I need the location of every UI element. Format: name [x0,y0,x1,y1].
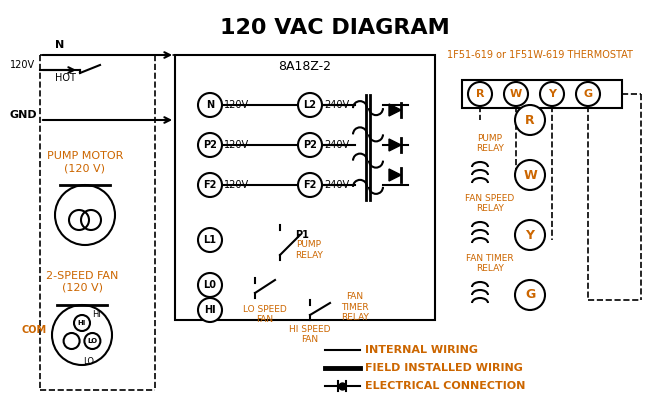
Text: 120V: 120V [224,100,249,110]
Circle shape [515,220,545,250]
Text: F2: F2 [203,180,216,190]
Text: 120 VAC DIAGRAM: 120 VAC DIAGRAM [220,18,450,38]
Text: L1: L1 [204,235,216,245]
Text: P2: P2 [203,140,217,150]
Circle shape [298,173,322,197]
Text: 120V: 120V [10,60,35,70]
Text: HI: HI [92,310,101,319]
Polygon shape [389,139,401,151]
Circle shape [515,280,545,310]
Text: 120V: 120V [224,180,249,190]
Text: 1F51-619 or 1F51W-619 THERMOSTAT: 1F51-619 or 1F51W-619 THERMOSTAT [447,50,633,60]
Text: 120V: 120V [224,140,249,150]
Text: Y: Y [525,228,535,241]
Circle shape [298,93,322,117]
Circle shape [515,105,545,135]
Circle shape [576,82,600,106]
Text: PUMP
RELAY: PUMP RELAY [476,134,504,153]
Text: FIELD INSTALLED WIRING: FIELD INSTALLED WIRING [365,363,523,373]
Text: COM: COM [22,325,47,335]
Text: PUMP
RELAY: PUMP RELAY [295,241,323,260]
Circle shape [198,93,222,117]
Circle shape [298,133,322,157]
Text: 240V: 240V [324,140,349,150]
Text: N: N [55,40,64,50]
FancyBboxPatch shape [175,55,435,320]
Text: W: W [510,89,522,99]
Polygon shape [389,104,401,116]
Circle shape [198,298,222,322]
Text: 240V: 240V [324,100,349,110]
Text: FAN TIMER
RELAY: FAN TIMER RELAY [466,253,514,273]
Text: GND: GND [10,110,38,120]
Text: R: R [476,89,484,99]
Text: ELECTRICAL CONNECTION: ELECTRICAL CONNECTION [365,381,525,391]
Circle shape [198,133,222,157]
Text: HI: HI [78,320,86,326]
Text: Y: Y [548,89,556,99]
Text: P2: P2 [303,140,317,150]
Text: L0: L0 [204,280,216,290]
Text: G: G [584,89,592,99]
Polygon shape [389,169,401,181]
Text: L2: L2 [304,100,316,110]
Circle shape [198,273,222,297]
Text: P1: P1 [295,230,309,240]
Text: HI SPEED
FAN: HI SPEED FAN [289,325,331,344]
Text: W: W [523,168,537,181]
Text: INTERNAL WIRING: INTERNAL WIRING [365,345,478,355]
Circle shape [198,228,222,252]
Text: HI: HI [204,305,216,315]
Text: 8A18Z-2: 8A18Z-2 [279,60,332,73]
Text: FAN SPEED
RELAY: FAN SPEED RELAY [466,194,515,213]
Text: LO: LO [87,338,97,344]
Text: FAN
TIMER
RELAY: FAN TIMER RELAY [341,292,369,322]
Circle shape [540,82,564,106]
Text: F2: F2 [304,180,317,190]
Circle shape [198,173,222,197]
Text: PUMP MOTOR
(120 V): PUMP MOTOR (120 V) [47,151,123,173]
Text: G: G [525,289,535,302]
Circle shape [504,82,528,106]
Text: LO: LO [84,357,94,366]
Text: N: N [206,100,214,110]
Text: HOT: HOT [55,73,76,83]
FancyBboxPatch shape [462,80,622,108]
Text: R: R [525,114,535,127]
Circle shape [468,82,492,106]
Circle shape [515,160,545,190]
Text: 240V: 240V [324,180,349,190]
Text: 2-SPEED FAN
(120 V): 2-SPEED FAN (120 V) [46,272,118,293]
Text: LO SPEED
FAN: LO SPEED FAN [243,305,287,324]
